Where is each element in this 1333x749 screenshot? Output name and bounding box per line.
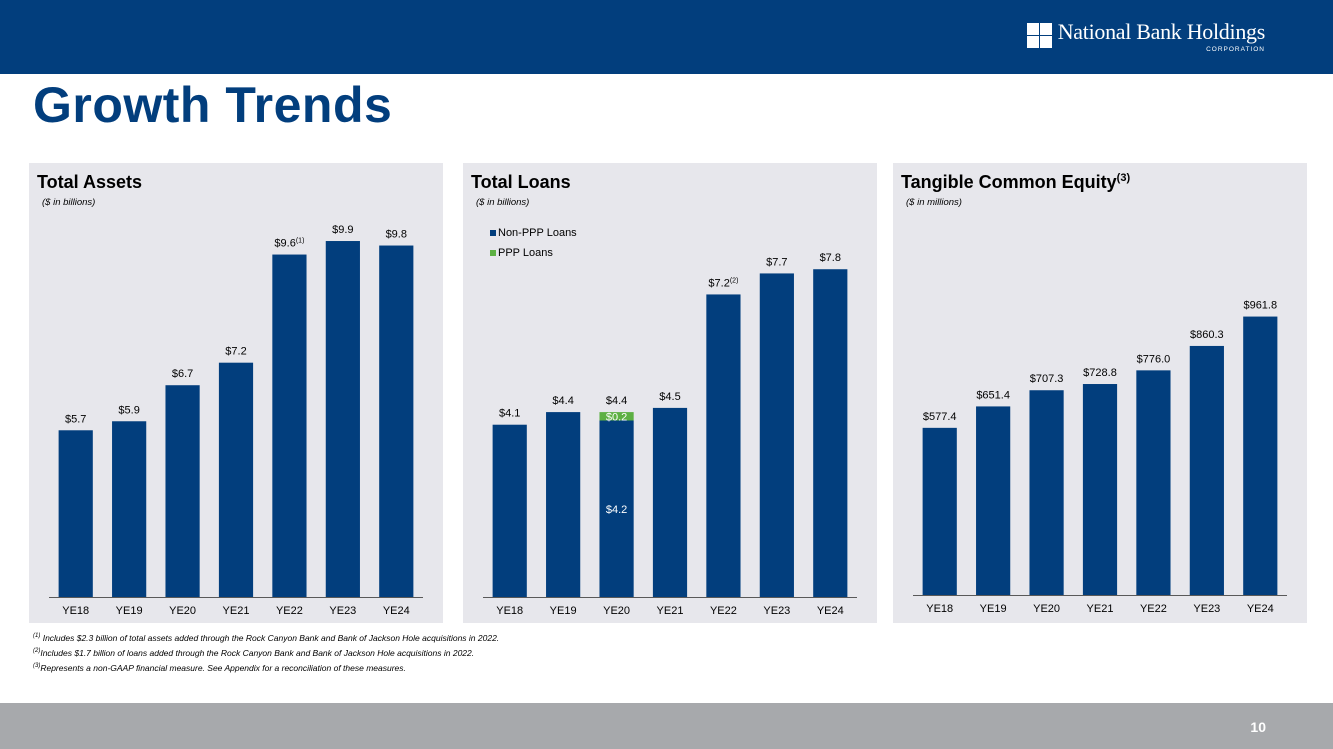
total-loans-chart: $4.1 YE18 $4.4 YE19 $4.4 $4.2 $0.2 YE20 $4.5 YE21… <box>483 252 857 617</box>
footnote-1: (1) Includes $2.3 billion of total asset… <box>33 632 500 643</box>
data-label: $7.2(2) <box>708 277 738 289</box>
x-tick-label: YE24 <box>383 605 410 617</box>
legend-swatch <box>490 230 496 236</box>
bar <box>1136 370 1171 595</box>
company-logo: National Bank Holdings CORPORATION <box>1026 19 1266 54</box>
x-tick-label: YE23 <box>1193 603 1220 615</box>
total-assets-panel: $5.7 YE18 $5.9 YE19 $6.7 YE20 $7.2 YE21 $9.6(1) Y… <box>29 163 443 623</box>
x-tick-label: YE23 <box>329 605 356 617</box>
x-tick-label: YE20 <box>169 605 196 617</box>
chart-legend: Non-PPP Loans PPP Loans <box>490 223 577 263</box>
page-title: Growth Trends <box>33 77 393 133</box>
tangible-common-equity-chart: $577.4 YE18 $651.4 YE19 $707.3 YE20 $728.8 YE21… <box>913 300 1287 615</box>
x-tick-label: YE23 <box>763 605 790 617</box>
segment-label: $4.2 <box>606 504 627 516</box>
data-label: $5.7 <box>65 413 86 425</box>
bar <box>58 430 93 597</box>
legend-swatch <box>490 250 496 256</box>
data-label: $776.0 <box>1137 353 1171 365</box>
data-label: $4.4 <box>552 395 573 407</box>
header-bar: National Bank Holdings CORPORATION <box>0 0 1333 74</box>
logo-subtitle: CORPORATION <box>1206 46 1265 53</box>
total-assets-chart: $5.7 YE18 $5.9 YE19 $6.7 YE20 $7.2 YE21 $9.6(1) Y… <box>49 224 423 617</box>
chart-title: Tangible Common Equity(3) <box>901 172 1131 192</box>
data-label: $9.6(1) <box>274 238 304 250</box>
segment-label: $0.2 <box>606 411 627 423</box>
bar <box>165 385 200 597</box>
x-tick-label: YE19 <box>116 605 143 617</box>
legend-label: Non-PPP Loans <box>498 227 577 239</box>
x-tick-label: YE19 <box>550 605 577 617</box>
legend-item-non-ppp: Non-PPP Loans <box>490 223 577 243</box>
bar <box>1189 345 1224 595</box>
x-tick-label: YE18 <box>62 605 89 617</box>
data-label: $5.9 <box>118 404 139 416</box>
footnote-3: (3)Represents a non-GAAP financial measu… <box>33 662 406 673</box>
bar-non-ppp <box>813 269 848 597</box>
logo-name: National Bank Holdings <box>1057 19 1266 44</box>
bar-non-ppp <box>492 424 527 597</box>
bar <box>218 362 254 597</box>
page-number: 10 <box>1250 719 1266 735</box>
data-label: $860.3 <box>1190 329 1224 341</box>
bar <box>325 241 360 597</box>
logo-squares-icon <box>1026 23 1052 48</box>
footnote-2: (2)Includes $1.7 billion of loans added … <box>33 647 475 658</box>
bar <box>922 427 957 595</box>
legend-item-ppp: PPP Loans <box>490 243 577 263</box>
bar-ppp <box>599 412 634 421</box>
bar <box>1029 390 1064 595</box>
footnotes: (1) Includes $2.3 billion of total asset… <box>33 630 499 674</box>
data-label: $707.3 <box>1030 373 1064 385</box>
bar-non-ppp <box>759 273 794 597</box>
x-tick-label: YE20 <box>603 605 630 617</box>
bar <box>1082 384 1118 595</box>
x-tick-label: YE20 <box>1033 603 1060 615</box>
chart-unit: ($ in millions) <box>906 197 962 208</box>
x-tick-label: YE24 <box>1247 603 1274 615</box>
data-label: $961.8 <box>1243 300 1277 312</box>
bar <box>379 245 414 597</box>
footer-bar: 10 <box>0 703 1333 749</box>
bar <box>976 406 1011 595</box>
data-label: $4.1 <box>499 408 520 420</box>
chart-unit: ($ in billions) <box>42 197 96 208</box>
bar-non-ppp <box>706 294 741 597</box>
x-tick-label: YE21 <box>657 605 684 617</box>
chart-title: Total Assets <box>37 172 143 192</box>
data-label: $7.2 <box>225 346 246 358</box>
tangible-common-equity-panel: $577.4 YE18 $651.4 YE19 $707.3 YE20 $728.8 YE21… <box>893 163 1307 623</box>
data-label: $728.8 <box>1083 367 1117 379</box>
bar <box>112 421 147 597</box>
bar-non-ppp <box>599 420 634 597</box>
x-tick-label: YE19 <box>980 603 1007 615</box>
legend-label: PPP Loans <box>498 247 553 259</box>
data-label: $6.7 <box>172 368 193 380</box>
x-tick-label: YE24 <box>817 605 844 617</box>
x-tick-label: YE22 <box>276 605 303 617</box>
data-label: $9.9 <box>332 224 353 236</box>
bar-non-ppp <box>546 412 581 597</box>
x-tick-label: YE22 <box>1140 603 1167 615</box>
bar <box>1243 316 1278 595</box>
x-tick-label: YE18 <box>926 603 953 615</box>
total-loans-panel: $4.1 YE18 $4.4 YE19 $4.4 $4.2 $0.2 YE20 $4.5 YE21… <box>463 163 877 623</box>
x-tick-label: YE22 <box>710 605 737 617</box>
bar-non-ppp <box>652 407 688 597</box>
chart-unit: ($ in billions) <box>476 197 530 208</box>
data-label: $7.7 <box>766 256 787 268</box>
data-label: $4.5 <box>659 391 680 403</box>
x-tick-label: YE18 <box>496 605 523 617</box>
bar <box>272 254 307 597</box>
data-label: $651.4 <box>976 389 1010 401</box>
x-tick-label: YE21 <box>223 605 250 617</box>
chart-title: Total Loans <box>471 172 571 192</box>
data-label: $7.8 <box>820 252 841 264</box>
data-label: $577.4 <box>923 411 957 423</box>
x-tick-label: YE21 <box>1087 603 1114 615</box>
data-label: $9.8 <box>386 229 407 241</box>
data-label: $4.4 <box>606 395 627 407</box>
